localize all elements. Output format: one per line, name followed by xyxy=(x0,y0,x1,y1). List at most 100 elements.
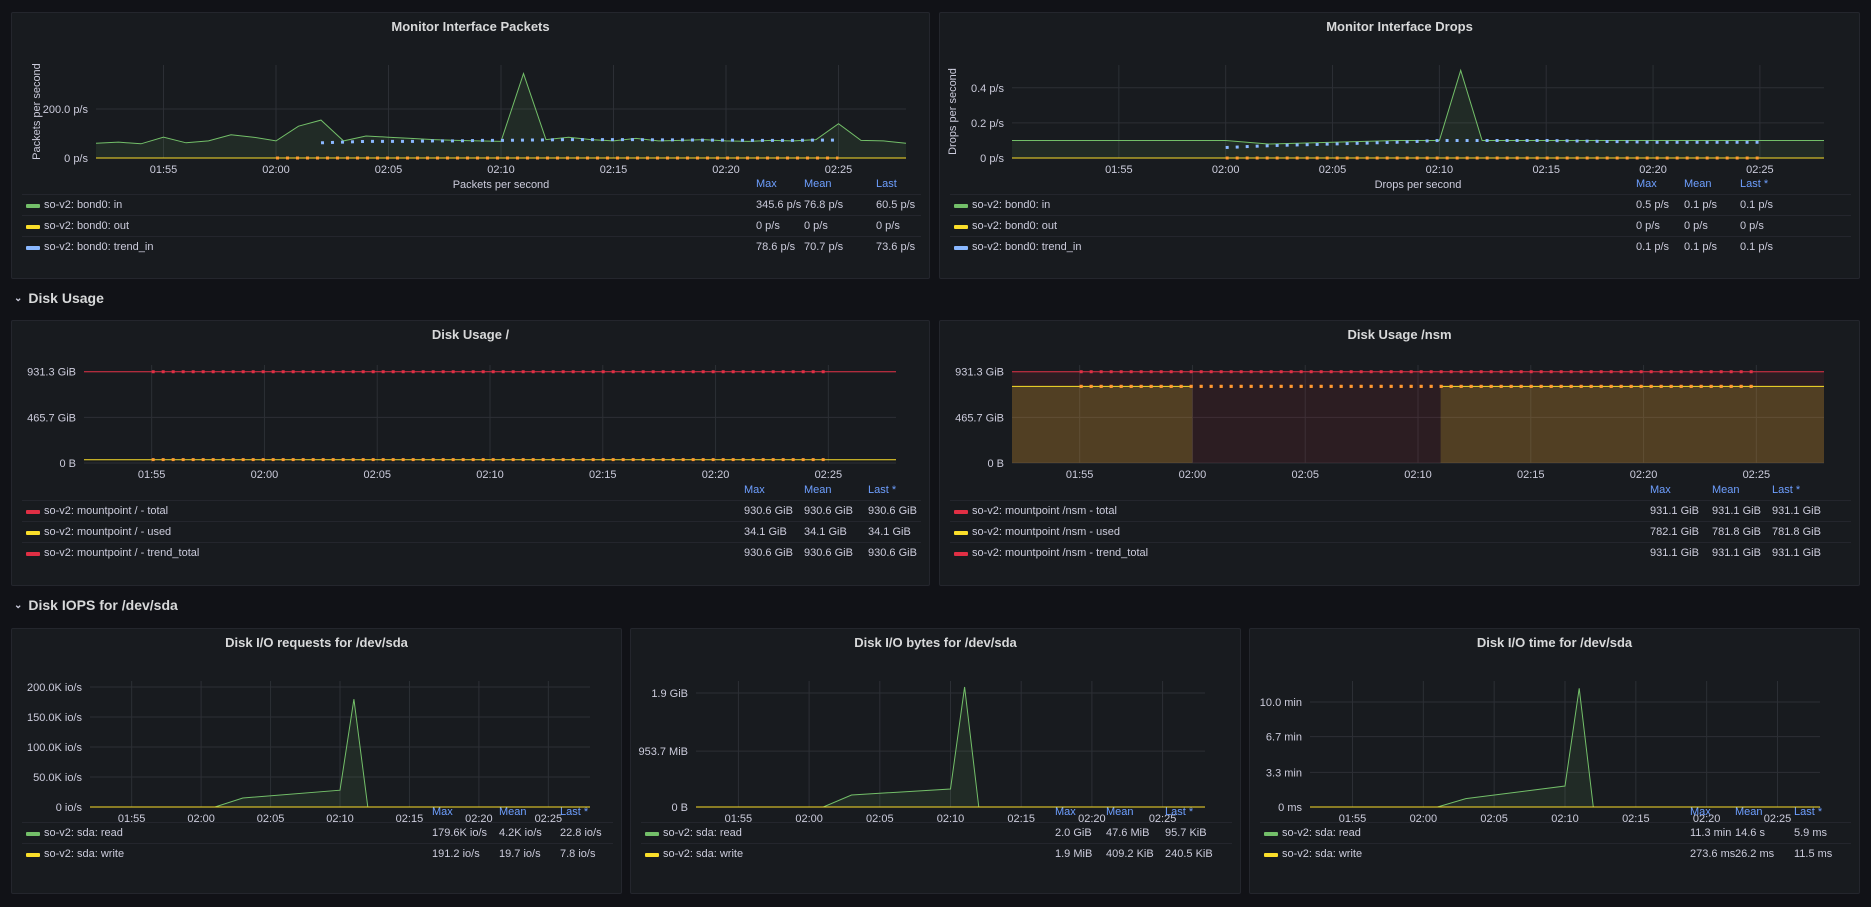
x-tick-label: 02:15 xyxy=(600,164,628,176)
panel-4[interactable]: Disk Usage /nsm 0 B 465.7 GiB 931.3 GiB 01:5… xyxy=(939,320,1860,586)
panel-1[interactable]: Monitor Interface Packets 0 p/s 200.0 p/s 0… xyxy=(11,12,930,279)
y-tick-label: 50.0K io/s xyxy=(33,772,82,784)
legend-col-last[interactable]: Last xyxy=(876,178,897,190)
panel-title[interactable]: Disk I/O bytes for /dev/sda xyxy=(854,635,1017,650)
legend-item[interactable]: so-v2: mountpoint / - total 930.6 GiB 930.… xyxy=(22,500,921,521)
legend-item[interactable]: so-v2: sda: write 191.2 io/s 19.7 io/s 7.8 … xyxy=(22,843,613,864)
legend-col-mean[interactable]: Mean xyxy=(1712,484,1740,496)
legend-item[interactable]: so-v2: bond0: out 0 p/s 0 p/s 0 p/s xyxy=(22,215,921,236)
chart-plot: 0 B 465.7 GiB 931.3 GiB 01:55 02:00 02:05 02:1… xyxy=(27,365,896,481)
legend-col-last[interactable]: Last * xyxy=(560,806,589,818)
legend-value: 782.1 GiB xyxy=(1650,526,1699,538)
legend-value: 781.8 GiB xyxy=(1712,526,1761,538)
panel-5[interactable]: Disk I/O requests for /dev/sda 0 io/s 50.0… xyxy=(11,628,622,894)
legend-col-last[interactable]: Last * xyxy=(1165,806,1194,818)
x-tick-label: 02:20 xyxy=(712,164,740,176)
panel-title[interactable]: Monitor Interface Packets xyxy=(391,19,550,34)
legend-col-last[interactable]: Last * xyxy=(868,484,897,496)
legend-item[interactable]: so-v2: sda: write 273.6 ms 26.2 ms 11.5 ms xyxy=(1260,843,1851,864)
row-header-disk-usage[interactable]: ⌄ Disk Usage xyxy=(14,290,104,306)
chart-plot: 0 B 953.7 MiB 1.9 GiB 01:55 02:00 02:05 02:10 0… xyxy=(638,681,1205,824)
legend-value: 73.6 p/s xyxy=(876,241,916,253)
x-tick-label: 01:55 xyxy=(150,164,178,176)
legend-item[interactable]: so-v2: sda: read 179.6K io/s 4.2K io/s 22.8… xyxy=(22,822,613,843)
x-tick-label: 02:10 xyxy=(1551,813,1579,824)
legend-value: 0.1 p/s xyxy=(1684,241,1718,253)
legend-col-max[interactable]: Max xyxy=(1690,806,1711,818)
y-tick-label: 200.0 p/s xyxy=(43,104,89,116)
legend-col-max[interactable]: Max xyxy=(744,484,765,496)
panel-title[interactable]: Disk Usage /nsm xyxy=(1347,327,1452,342)
panel-title[interactable]: Disk I/O time for /dev/sda xyxy=(1476,635,1633,650)
legend-col-mean[interactable]: Mean xyxy=(1684,178,1712,190)
legend-item[interactable]: so-v2: mountpoint /nsm - total 931.1 GiB 9… xyxy=(950,500,1851,521)
y-tick-label: 10.0 min xyxy=(1260,697,1302,709)
legend-item[interactable]: so-v2: mountpoint / - trend_total 930.6 G… xyxy=(22,542,921,563)
legend-item[interactable]: so-v2: mountpoint /nsm - trend_total 931.… xyxy=(950,542,1851,563)
panel-2[interactable]: Monitor Interface Drops 0 p/s 0.2 p/s 0.4 p… xyxy=(939,12,1860,279)
legend-col-max[interactable]: Max xyxy=(756,178,777,190)
legend-header: Max Mean Last * xyxy=(1260,802,1851,822)
legend-col-mean[interactable]: Mean xyxy=(804,484,832,496)
legend-swatch xyxy=(954,246,968,250)
panel-title[interactable]: Disk I/O requests for /dev/sda xyxy=(225,635,408,650)
legend-col-max[interactable]: Max xyxy=(432,806,453,818)
legend-col-mean[interactable]: Mean xyxy=(1106,806,1134,818)
y-tick-label: 0 io/s xyxy=(56,802,83,814)
legend-col-last[interactable]: Last * xyxy=(1740,178,1769,190)
x-tick-label: 02:15 xyxy=(1622,813,1650,824)
legend: Max Mean Last so-v2: bond0: in 345.6 p/s 76.8… xyxy=(22,174,921,257)
series-line xyxy=(320,138,839,145)
legend-value: 930.6 GiB xyxy=(744,505,793,517)
panel-title[interactable]: Monitor Interface Drops xyxy=(1326,19,1473,34)
legend-value: 47.6 MiB xyxy=(1106,827,1150,839)
legend-item[interactable]: so-v2: bond0: trend_in 0.1 p/s 0.1 p/s 0.1 … xyxy=(950,236,1851,257)
legend-item[interactable]: so-v2: mountpoint /nsm - used 782.1 GiB 78… xyxy=(950,521,1851,542)
legend-series-name: so-v2: bond0: out xyxy=(44,220,130,232)
x-tick-label: 02:05 xyxy=(257,813,285,824)
legend-col-last[interactable]: Last * xyxy=(1794,806,1823,818)
legend-col-max[interactable]: Max xyxy=(1650,484,1671,496)
legend-col-mean[interactable]: Mean xyxy=(499,806,527,818)
legend-value: 781.8 GiB xyxy=(1772,526,1821,538)
row-header-disk-iops[interactable]: ⌄ Disk IOPS for /dev/sda xyxy=(14,597,178,613)
x-tick-label: 02:15 xyxy=(1532,164,1560,176)
x-axis-label: Packets per second xyxy=(453,179,550,191)
legend-col-last[interactable]: Last * xyxy=(1772,484,1801,496)
x-tick-label: 02:00 xyxy=(1179,469,1207,481)
legend-item[interactable]: so-v2: sda: write 1.9 MiB 409.2 KiB 240.5 K… xyxy=(641,843,1232,864)
y-tick-label: 0 B xyxy=(987,458,1004,470)
x-tick-label: 02:20 xyxy=(465,813,493,824)
legend-item[interactable]: so-v2: bond0: in 345.6 p/s 76.8 p/s 60.5 p/… xyxy=(22,194,921,215)
x-tick-label: 02:00 xyxy=(795,813,823,824)
legend-swatch xyxy=(645,832,659,836)
legend-col-mean[interactable]: Mean xyxy=(804,178,832,190)
legend-value: 76.8 p/s xyxy=(804,199,844,211)
panel-title[interactable]: Disk Usage / xyxy=(431,327,510,342)
panel-7[interactable]: Disk I/O time for /dev/sda 0 ms 3.3 min 6.7… xyxy=(1249,628,1860,894)
legend-col-mean[interactable]: Mean xyxy=(1735,806,1763,818)
legend-item[interactable]: so-v2: mountpoint / - used 34.1 GiB 34.1 G… xyxy=(22,521,921,542)
legend-item[interactable]: so-v2: bond0: trend_in 78.6 p/s 70.7 p/s 73… xyxy=(22,236,921,257)
legend-value: 2.0 GiB xyxy=(1055,827,1092,839)
x-tick-label: 02:25 xyxy=(1764,813,1792,824)
legend-item[interactable]: so-v2: bond0: out 0 p/s 0 p/s 0 p/s xyxy=(950,215,1851,236)
legend-swatch xyxy=(26,531,40,535)
legend-col-max[interactable]: Max xyxy=(1055,806,1076,818)
panel-3[interactable]: Disk Usage / 0 B 465.7 GiB 931.3 GiB 01:55 02… xyxy=(11,320,930,586)
legend-value: 0.1 p/s xyxy=(1684,199,1718,211)
legend-header: Max Mean Last * xyxy=(950,174,1851,194)
legend-col-max[interactable]: Max xyxy=(1636,178,1657,190)
x-tick-label: 02:15 xyxy=(589,469,617,481)
legend-swatch xyxy=(26,853,40,857)
y-tick-label: 200.0K io/s xyxy=(27,682,83,694)
legend-series-name: so-v2: mountpoint /nsm - total xyxy=(972,505,1117,517)
panel-6[interactable]: Disk I/O bytes for /dev/sda 0 B 953.7 MiB 1… xyxy=(630,628,1241,894)
legend-item[interactable]: so-v2: sda: read 11.3 min 14.6 s 5.9 ms xyxy=(1260,822,1851,843)
legend-value: 95.7 KiB xyxy=(1165,827,1207,839)
series-line xyxy=(1012,68,1824,145)
legend-item[interactable]: so-v2: bond0: in 0.5 p/s 0.1 p/s 0.1 p/s xyxy=(950,194,1851,215)
legend-value: 0 p/s xyxy=(876,220,900,232)
x-tick-label: 02:10 xyxy=(326,813,354,824)
legend-item[interactable]: so-v2: sda: read 2.0 GiB 47.6 MiB 95.7 KiB xyxy=(641,822,1232,843)
